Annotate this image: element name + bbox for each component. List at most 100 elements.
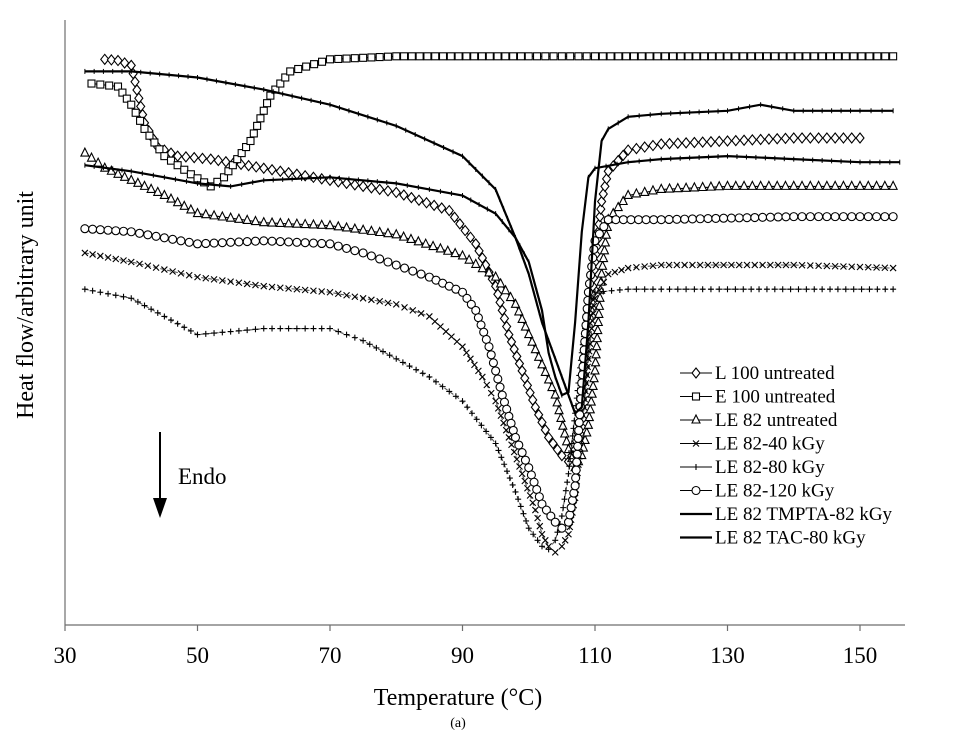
data-point xyxy=(540,366,551,376)
data-point xyxy=(537,358,547,369)
legend-label: E 100 untreated xyxy=(715,387,836,408)
data-point xyxy=(431,318,439,325)
data-point xyxy=(588,380,598,391)
data-point xyxy=(493,52,502,61)
data-point xyxy=(689,261,696,269)
data-point xyxy=(194,331,201,338)
data-point xyxy=(633,263,640,271)
data-point xyxy=(731,52,740,61)
data-point xyxy=(209,238,219,248)
data-point xyxy=(656,215,666,225)
data-point xyxy=(648,184,658,195)
data-point xyxy=(243,280,251,288)
data-point xyxy=(797,132,807,144)
data-point xyxy=(821,180,832,190)
data-point xyxy=(516,463,523,470)
data-point xyxy=(533,408,544,421)
data-point xyxy=(488,358,498,368)
data-point xyxy=(478,373,486,381)
data-point xyxy=(105,81,114,90)
data-point xyxy=(359,294,367,302)
data-point xyxy=(551,549,559,556)
data-point xyxy=(520,510,527,517)
data-point xyxy=(428,240,438,251)
data-point xyxy=(889,264,897,272)
data-point xyxy=(384,299,392,307)
data-point xyxy=(723,52,732,61)
legend-item: LE 82 TAC-80 kGy xyxy=(680,528,866,549)
data-point xyxy=(750,212,760,223)
data-point xyxy=(703,214,713,224)
data-point xyxy=(318,325,325,332)
data-point xyxy=(888,212,898,222)
data-point xyxy=(179,200,190,210)
data-point xyxy=(593,316,604,327)
data-point xyxy=(559,427,570,438)
data-point xyxy=(788,180,799,190)
data-point xyxy=(691,286,698,293)
data-point xyxy=(566,52,575,61)
data-point xyxy=(374,226,385,237)
data-point xyxy=(526,492,534,499)
series-2 xyxy=(87,52,898,191)
data-point xyxy=(574,52,583,61)
data-point xyxy=(189,151,199,164)
data-point xyxy=(464,404,471,411)
data-point xyxy=(747,52,756,61)
data-point xyxy=(589,372,599,383)
data-point xyxy=(187,327,194,334)
data-point xyxy=(611,215,621,225)
data-point xyxy=(600,288,607,295)
data-point xyxy=(267,163,277,176)
data-point xyxy=(590,52,600,61)
data-point xyxy=(557,52,566,61)
data-point xyxy=(888,180,899,190)
data-point xyxy=(707,52,716,61)
arrow-down-icon xyxy=(153,498,167,518)
data-point xyxy=(174,320,181,327)
data-point xyxy=(550,517,560,527)
legend-label: LE 82-80 kGy xyxy=(715,457,825,478)
data-point xyxy=(693,464,699,470)
data-point xyxy=(435,242,446,253)
data-point xyxy=(594,300,605,310)
data-point xyxy=(747,180,758,190)
data-point xyxy=(492,440,499,447)
data-point xyxy=(457,249,468,260)
data-point xyxy=(616,286,623,293)
data-point xyxy=(316,219,327,229)
data-point xyxy=(790,261,798,269)
data-point xyxy=(168,317,174,324)
data-point xyxy=(530,531,537,538)
data-point xyxy=(120,293,127,300)
data-point xyxy=(881,52,890,61)
axes xyxy=(64,20,905,626)
data-point xyxy=(649,262,657,270)
data-point xyxy=(712,261,720,269)
x-tick-label: 70 xyxy=(319,643,342,668)
data-point xyxy=(517,313,528,324)
data-point xyxy=(872,212,882,222)
data-point xyxy=(847,132,857,144)
data-point xyxy=(726,213,736,223)
data-point xyxy=(160,152,169,161)
data-point xyxy=(592,332,603,343)
series-7 xyxy=(84,68,894,416)
data-point xyxy=(318,288,326,295)
x-axis-ticks: 30 50 70 90 110 130 150 xyxy=(54,625,877,668)
data-point xyxy=(618,195,629,206)
data-point xyxy=(641,263,649,270)
data-point xyxy=(516,52,526,61)
data-point xyxy=(449,211,460,224)
data-point xyxy=(672,214,682,224)
data-point xyxy=(417,310,425,317)
data-point xyxy=(714,180,725,191)
legend-label: L 100 untreated xyxy=(715,363,835,384)
data-point xyxy=(495,382,505,392)
data-point xyxy=(611,268,619,276)
data-point xyxy=(593,308,604,318)
data-point xyxy=(136,116,145,125)
data-point xyxy=(283,217,294,228)
data-point xyxy=(810,52,819,61)
data-point xyxy=(684,52,693,61)
